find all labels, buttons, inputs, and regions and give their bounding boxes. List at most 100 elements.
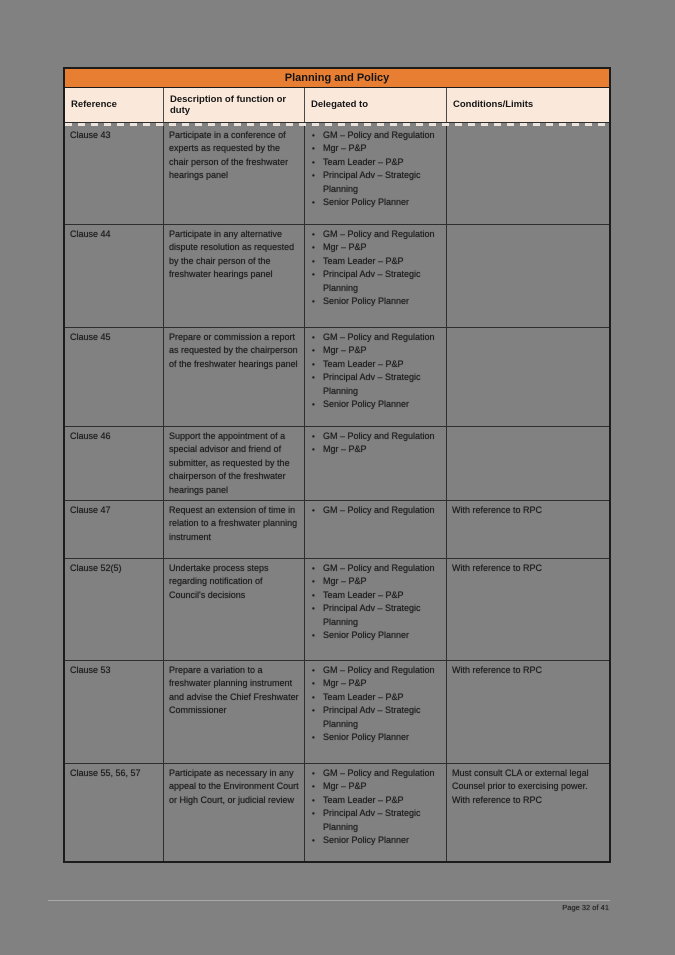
description-cell: Participate as necessary in any appeal t… [163,764,304,862]
conditions-cell [446,427,609,501]
table-header-row: Reference Description of function or dut… [65,88,609,122]
description-cell: Participate in any alternative dispute r… [163,225,304,327]
delegated-item: • Senior Policy Planner [310,834,441,847]
reference-cell: Clause 43 [70,130,111,140]
delegated-item: • Principal Adv – Strategic Planning [310,704,441,731]
header-delegated: Delegated to [304,88,446,122]
delegated-item: • Mgr – P&P [310,677,441,690]
delegated-item: • Senior Policy Planner [310,731,441,744]
conditions-cell: With reference to RPC [446,559,609,661]
bullet-icon: • [312,604,315,614]
delegated-item-label: Senior Policy Planner [323,399,410,410]
delegated-item-label: Mgr – P&P [323,143,367,154]
bullet-icon: • [312,631,315,641]
table-row: Clause 47 Request an extension of time i… [65,500,609,559]
table-row: Clause 46 Support the appointment of a s… [65,426,609,501]
bullet-icon: • [312,432,315,441]
delegated-item-label: GM – Policy and Regulation [323,768,435,779]
table-row: Clause 45 Prepare or commission a report… [65,327,609,426]
delegated-item-label: Principal Adv – Strategic Planning [323,603,421,627]
delegated-item-label: Mgr – P&P [323,444,367,455]
header-conditions: Conditions/Limits [446,88,609,122]
delegated-item: • GM – Policy and Regulation [310,228,441,241]
bullet-icon: • [312,809,315,819]
reference-cell: Clause 44 [70,229,111,239]
bullet-icon: • [312,144,315,154]
delegated-item-label: Mgr – P&P [323,781,367,792]
delegated-item-label: Principal Adv – Strategic Planning [323,372,421,396]
description-cell: Undertake process steps regarding notifi… [163,559,304,661]
delegated-item: • GM – Policy and Regulation [310,129,441,142]
bullet-icon: • [312,131,315,140]
delegated-item-label: GM – Policy and Regulation [323,563,435,574]
delegated-item-label: GM – Policy and Regulation [323,229,435,239]
bullet-icon: • [312,297,315,307]
bullet-icon: • [312,506,315,516]
bullet-icon: • [312,733,315,743]
bullet-icon: • [312,445,315,455]
delegated-item-label: Team Leader – P&P [323,794,404,805]
bullet-icon: • [312,577,315,587]
bullet-icon: • [312,256,315,266]
delegated-item: • Mgr – P&P [310,780,441,793]
delegated-item-label: GM – Policy and Regulation [323,665,435,676]
conditions-cell: Must consult CLA or external legal Couns… [446,764,609,862]
delegated-item: • Team Leader – P&P [310,156,441,169]
table-row: Clause 43 Participate in a conference of… [65,126,609,224]
description-cell: Participate in a conference of experts a… [163,126,304,224]
delegated-item: • Mgr – P&P [310,443,441,456]
bullet-icon: • [312,590,315,600]
delegated-item-label: Team Leader – P&P [323,156,404,167]
delegated-item-label: Senior Policy Planner [323,835,410,846]
conditions-cell [446,126,609,224]
table-row: Clause 53 Prepare a variation to a fresh… [65,660,609,764]
bullet-icon: • [312,666,315,676]
reference-cell: Clause 52(5) [70,563,122,574]
delegated-to-cell: • GM – Policy and Regulation • Mgr – P&P • Te… [304,559,446,661]
table-row: Clause 55, 56, 57 Participate as necessa… [65,763,609,862]
delegated-item-label: Senior Policy Planner [323,197,410,208]
description-cell: Prepare a variation to a freshwater plan… [163,661,304,764]
bullet-icon: • [312,270,315,280]
delegated-item: • Principal Adv – Strategic Planning [310,807,441,834]
description-cell: Support the appointment of a special adv… [163,427,304,501]
bullet-icon: • [312,333,315,342]
delegated-item: • Senior Policy Planner [310,295,441,308]
delegated-item: • GM – Policy and Regulation [310,664,441,677]
delegations-table: Planning and Policy Reference Descriptio… [63,67,611,864]
table-row: Clause 44 Participate in any alternative… [65,224,609,327]
delegated-item-label: GM – Policy and Regulation [323,431,435,441]
conditions-cell [446,328,609,426]
reference-cell: Clause 55, 56, 57 [70,768,141,779]
reference-cell: Clause 47 [70,505,111,516]
delegated-item-label: Mgr – P&P [323,242,367,253]
bullet-icon: • [312,157,315,167]
bullet-icon: • [312,836,315,846]
delegated-to-cell: • GM – Policy and Regulation • Mgr – P&P • Te… [304,661,446,764]
delegated-item: • Principal Adv – Strategic Planning [310,371,441,398]
delegated-item: • Senior Policy Planner [310,196,441,209]
delegated-to-cell: • GM – Policy and Regulation • Mgr – P&P • Te… [304,764,446,862]
delegated-item: • Senior Policy Planner [310,398,441,411]
delegated-to-cell: • GM – Policy and Regulation • Mgr – P&P • Te… [304,225,446,327]
delegated-item: • GM – Policy and Regulation [310,504,441,517]
condition-text: With reference to RPC [452,563,543,574]
delegated-item-label: Senior Policy Planner [323,630,410,641]
bullet-icon: • [312,243,315,253]
delegated-item-label: Principal Adv – Strategic Planning [323,170,421,194]
bullet-icon: • [312,346,315,356]
table-body: Clause 43 Participate in a conference of… [65,126,609,862]
footer-divider [48,900,610,901]
delegated-item: • Principal Adv – Strategic Planning [310,268,441,295]
bullet-icon: • [312,679,315,689]
delegated-item: • GM – Policy and Regulation [310,331,441,344]
delegated-item: • GM – Policy and Regulation [310,767,441,780]
bullet-icon: • [312,373,315,383]
delegated-to-cell: • GM – Policy and Regulation • Mgr – P&P • Te… [304,328,446,426]
delegated-to-cell: • GM – Policy and Regulation • Mgr – P&P • Te… [304,126,446,224]
delegated-item: • Mgr – P&P [310,241,441,254]
delegated-to-cell: • GM – Policy and Regulation [304,501,446,559]
table-row: Clause 52(5) Undertake process steps reg… [65,558,609,661]
delegated-item-label: Mgr – P&P [323,345,367,356]
